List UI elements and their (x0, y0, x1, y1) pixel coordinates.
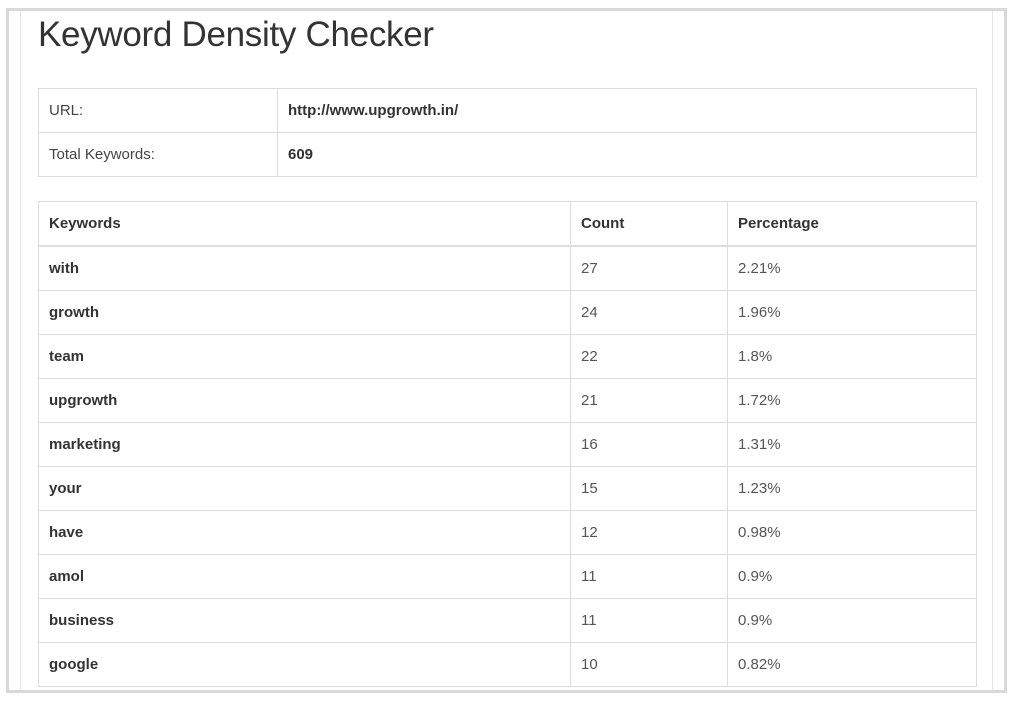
url-summary-table: URL: http://www.upgrowth.in/ Total Keywo… (38, 88, 977, 177)
count-cell: 11 (570, 554, 728, 599)
column-header-percentage: Percentage (727, 201, 977, 247)
percentage-cell: 0.82% (727, 642, 977, 687)
keyword-cell: marketing (38, 422, 571, 467)
table-row: marketing 16 1.31% (38, 422, 977, 467)
count-cell: 24 (570, 290, 728, 335)
total-keywords-value: 609 (277, 132, 977, 177)
keyword-cell: business (38, 598, 571, 643)
count-cell: 15 (570, 466, 728, 511)
keyword-cell: amol (38, 554, 571, 599)
percentage-cell: 1.8% (727, 334, 977, 379)
url-value: http://www.upgrowth.in/ (277, 88, 977, 133)
table-row: growth 24 1.96% (38, 290, 977, 335)
percentage-cell: 1.96% (727, 290, 977, 335)
column-header-keywords: Keywords (38, 201, 571, 247)
table-row: with 27 2.21% (38, 245, 977, 291)
percentage-cell: 1.31% (727, 422, 977, 467)
count-cell: 12 (570, 510, 728, 555)
url-label: URL: (38, 88, 278, 133)
percentage-cell: 2.21% (727, 245, 977, 291)
percentage-cell: 0.98% (727, 510, 977, 555)
table-header-row: Keywords Count Percentage (38, 201, 977, 247)
panel-right-border (992, 11, 993, 690)
keyword-cell: team (38, 334, 571, 379)
keyword-cell: upgrowth (38, 378, 571, 423)
keyword-cell: growth (38, 290, 571, 335)
percentage-cell: 1.23% (727, 466, 977, 511)
table-row: business 11 0.9% (38, 598, 977, 643)
percentage-cell: 0.9% (727, 554, 977, 599)
table-row: have 12 0.98% (38, 510, 977, 555)
keyword-cell: your (38, 466, 571, 511)
keyword-cell: google (38, 642, 571, 687)
page-title: Keyword Density Checker (38, 15, 434, 54)
count-cell: 16 (570, 422, 728, 467)
table-row: amol 11 0.9% (38, 554, 977, 599)
count-cell: 11 (570, 598, 728, 643)
percentage-cell: 0.9% (727, 598, 977, 643)
panel-left-border (20, 11, 21, 690)
count-cell: 27 (570, 245, 728, 291)
keyword-density-table: Keywords Count Percentage with 27 2.21% … (38, 201, 977, 687)
url-row: URL: http://www.upgrowth.in/ (38, 88, 977, 133)
keyword-cell: with (38, 245, 571, 291)
count-cell: 21 (570, 378, 728, 423)
count-cell: 10 (570, 642, 728, 687)
column-header-count: Count (570, 201, 728, 247)
table-row: your 15 1.23% (38, 466, 977, 511)
count-cell: 22 (570, 334, 728, 379)
content-panel: Keyword Density Checker URL: http://www.… (6, 8, 1007, 693)
total-keywords-label: Total Keywords: (38, 132, 278, 177)
total-keywords-row: Total Keywords: 609 (38, 132, 977, 177)
percentage-cell: 1.72% (727, 378, 977, 423)
keyword-cell: have (38, 510, 571, 555)
table-row: google 10 0.82% (38, 642, 977, 687)
table-row: team 22 1.8% (38, 334, 977, 379)
table-row: upgrowth 21 1.72% (38, 378, 977, 423)
